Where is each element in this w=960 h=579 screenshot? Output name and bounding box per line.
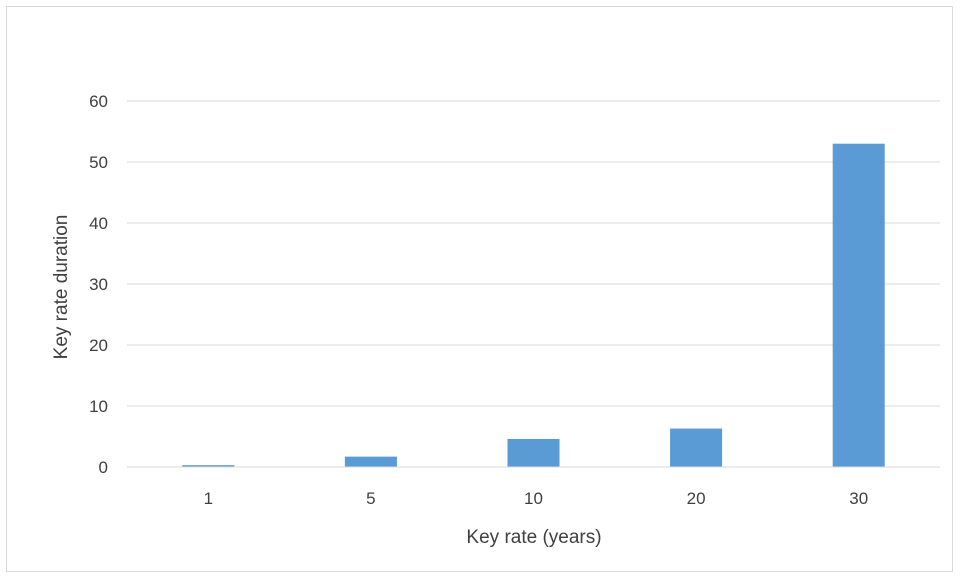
- y-tick-label: 10: [89, 397, 108, 416]
- chart-container: [6, 6, 953, 572]
- bar-5: [344, 456, 397, 467]
- bar-20: [670, 428, 723, 467]
- y-tick-label: 60: [89, 92, 108, 111]
- y-tick-label: 50: [89, 153, 108, 172]
- y-tick-labels: 0 10 20 30 40 50 60: [89, 92, 108, 477]
- bar-1: [182, 465, 235, 467]
- x-tick-label: 5: [366, 489, 375, 508]
- x-tick-label: 20: [687, 489, 706, 508]
- x-tick-labels: 1 5 10 20 30: [204, 489, 869, 508]
- y-tick-label: 30: [89, 275, 108, 294]
- y-tick-label: 20: [89, 336, 108, 355]
- bar-30: [832, 143, 885, 467]
- x-tick-label: 30: [849, 489, 868, 508]
- x-tick-label: 10: [524, 489, 543, 508]
- bars: [182, 143, 885, 467]
- bar-10: [507, 438, 560, 467]
- y-tick-label: 0: [99, 458, 108, 477]
- x-tick-label: 1: [204, 489, 213, 508]
- y-axis-title: Key rate duration: [51, 215, 72, 360]
- y-tick-label: 40: [89, 214, 108, 233]
- x-axis-title: Key rate (years): [466, 527, 601, 548]
- gridlines: [127, 100, 940, 407]
